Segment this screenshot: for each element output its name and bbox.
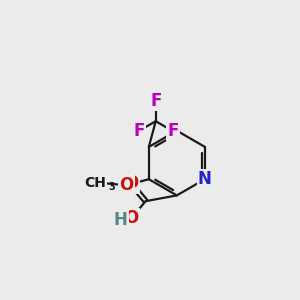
Text: O: O — [119, 176, 134, 194]
Text: O: O — [124, 209, 139, 227]
Text: F: F — [133, 122, 144, 140]
Text: N: N — [198, 170, 212, 188]
Text: O: O — [124, 174, 139, 192]
Text: F: F — [167, 122, 178, 140]
Text: 3: 3 — [108, 182, 115, 192]
Text: CH: CH — [84, 176, 106, 190]
Text: F: F — [150, 92, 161, 110]
Text: H: H — [113, 211, 128, 229]
